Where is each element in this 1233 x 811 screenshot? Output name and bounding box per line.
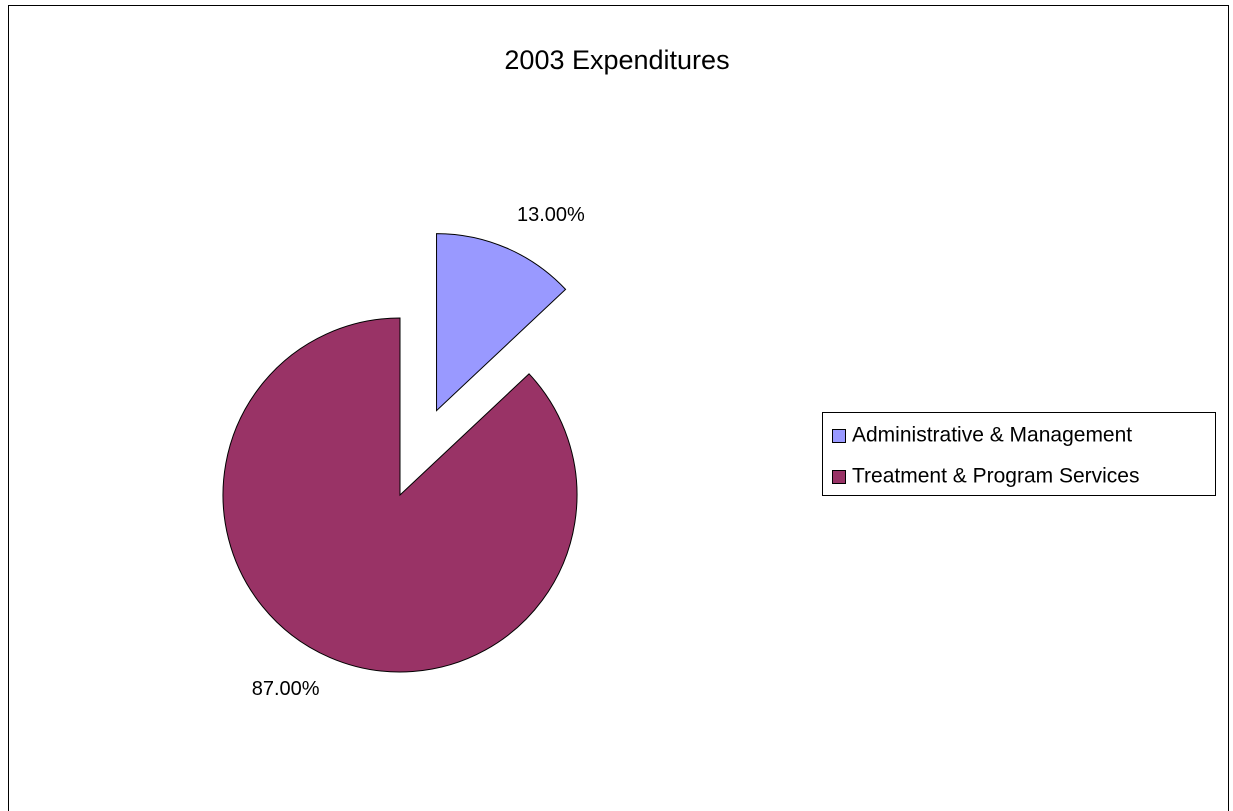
data-label: 87.00%: [252, 678, 320, 700]
chart-title: 2003 Expenditures: [504, 45, 729, 75]
legend-label: Treatment & Program Services: [852, 465, 1139, 488]
pie-slice: [222, 317, 578, 673]
legend-swatch: [832, 470, 846, 484]
legend-label: Administrative & Management: [852, 424, 1132, 447]
chart-frame: [8, 5, 1229, 811]
legend-swatch: [832, 429, 846, 443]
data-label: 13.00%: [517, 204, 585, 226]
legend-box: [822, 412, 1216, 496]
pie-slice: [436, 233, 567, 412]
